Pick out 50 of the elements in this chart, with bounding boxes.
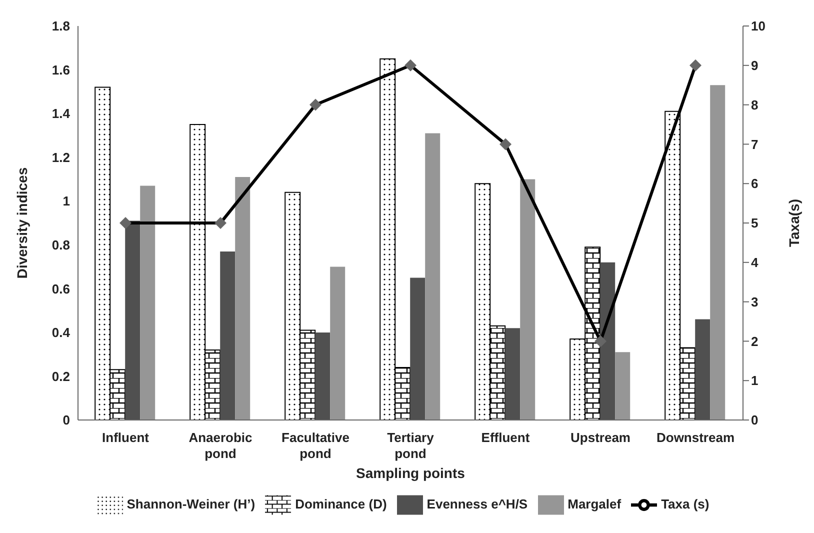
y-tick-label: 0.8	[52, 238, 70, 253]
y-tick-label: 0.2	[52, 368, 70, 384]
x-axis-title: Sampling points	[356, 465, 466, 481]
bar	[330, 266, 346, 420]
y-tick-label: 1.8	[52, 18, 70, 34]
bar	[125, 220, 140, 420]
y-axis-title: Diversity indices	[14, 167, 30, 279]
y2-axis-title: Taxa(s)	[786, 199, 802, 247]
y2-tick-label: 9	[751, 58, 758, 74]
y2-tick-label: 4	[751, 255, 759, 270]
y2-tick-label: 2	[751, 334, 758, 349]
x-tick-label: Effluent	[481, 430, 530, 445]
bar	[315, 332, 330, 420]
y2-tick-label: 5	[751, 216, 758, 231]
bar	[410, 278, 426, 420]
bar	[140, 186, 156, 420]
bar	[425, 133, 440, 420]
y-tick-label: 1.4	[52, 106, 71, 122]
y-tick-label: 0.4	[52, 325, 71, 340]
bar	[220, 251, 236, 420]
legend-label: Evenness e^H/S	[426, 496, 528, 512]
y2-tick-label: 10	[751, 18, 766, 34]
y-tick-label: 1.6	[52, 62, 70, 78]
bar	[615, 352, 630, 420]
x-tick-label: Anaerobic pond	[188, 430, 252, 461]
x-tick-label: Downstream	[656, 430, 735, 445]
x-tick-label: Influent	[102, 430, 150, 445]
y-tick-label: 0	[62, 412, 70, 428]
y2-tick-label: 8	[751, 97, 758, 112]
bar	[505, 328, 520, 420]
x-tick-label: Upstream	[570, 430, 630, 445]
bar	[600, 262, 616, 420]
y2-tick-label: 1	[751, 373, 758, 388]
y2-tick-label: 0	[751, 412, 758, 428]
bar	[235, 177, 250, 420]
y2-tick-label: 3	[751, 294, 758, 310]
bar	[695, 319, 710, 420]
legend-label: Taxa (s)	[661, 496, 710, 512]
y2-tick-label: 6	[751, 176, 758, 192]
x-tick-label: Facultative pond	[282, 430, 350, 461]
y-tick-label: 1	[62, 194, 70, 209]
x-tick-label: Tertiary pond	[387, 430, 435, 461]
y-tick-label: 1.2	[52, 150, 70, 165]
legend-label: Shannon-Weiner (H’)	[126, 496, 256, 512]
y2-tick-label: 7	[751, 136, 758, 152]
y-tick-label: 0.6	[52, 281, 70, 296]
bar	[710, 85, 726, 420]
bar	[520, 179, 536, 420]
legend-label: Margalef	[568, 496, 622, 512]
legend-label: Dominance (D)	[295, 496, 387, 512]
